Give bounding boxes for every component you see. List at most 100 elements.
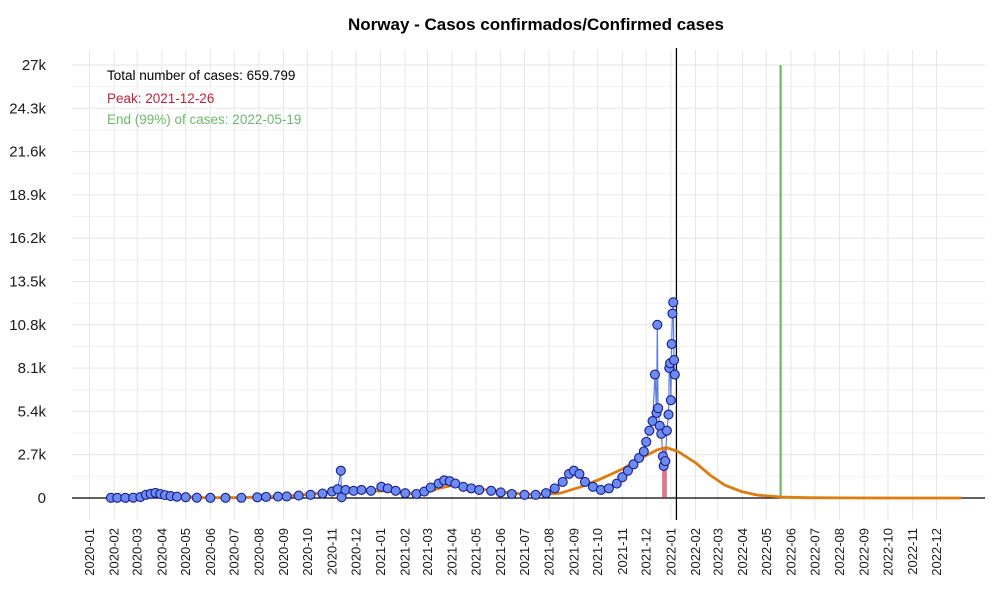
- observed-point: [628, 459, 639, 470]
- observed-point: [660, 456, 671, 467]
- observed-point: [579, 476, 591, 488]
- x-tick-label: 2021-12: [639, 528, 654, 576]
- observed-point: [557, 476, 568, 488]
- x-tick-label: 2022-01: [663, 528, 678, 576]
- observed-point: [540, 488, 552, 499]
- observed-point: [293, 490, 304, 501]
- y-tick-label: 13.5k: [9, 274, 46, 291]
- x-tick-label: 2022-07: [807, 528, 822, 576]
- observed-point: [603, 483, 614, 494]
- observed-point: [665, 395, 676, 406]
- reference-lines: [675, 48, 782, 520]
- x-tick-label: 2022-11: [905, 528, 920, 575]
- observed-point: [305, 489, 316, 500]
- x-tick-label: 2021-09: [566, 528, 581, 576]
- x-tick-label: 2020-09: [276, 528, 291, 576]
- observed-point: [668, 297, 679, 308]
- x-tick-label: 2021-11: [615, 528, 630, 575]
- x-tick-label: 2020-07: [227, 528, 242, 576]
- y-tick-label: 18.9k: [9, 187, 46, 204]
- observed-point: [236, 492, 247, 503]
- total-cases-annotation: Total number of cases: 659.799: [107, 68, 295, 83]
- x-tick-label: 2021-04: [445, 528, 460, 576]
- observed-point: [425, 482, 436, 493]
- observed-point: [661, 425, 672, 436]
- observed-point: [205, 492, 216, 503]
- observed-point: [317, 488, 328, 499]
- observed-point: [653, 403, 664, 414]
- observed-point: [261, 491, 272, 502]
- y-tick-label: 8.1k: [18, 360, 47, 377]
- observed-point: [474, 484, 485, 496]
- observed-point: [365, 485, 377, 496]
- chart-title: Norway - Casos confirmados/Confirmed cas…: [348, 15, 724, 34]
- observed-point: [649, 369, 661, 380]
- x-tick-label: 2020-10: [300, 528, 315, 576]
- x-tick-label: 2021-08: [542, 528, 557, 576]
- observed-point: [180, 492, 191, 503]
- x-tick-label: 2020-05: [178, 528, 193, 576]
- x-tick-label: 2020-08: [251, 528, 266, 576]
- observed-point: [669, 369, 680, 380]
- x-tick-label: 2021-06: [493, 528, 508, 576]
- observed-point: [506, 488, 517, 500]
- x-tick-label: 2022-05: [759, 528, 774, 576]
- observed-point: [549, 483, 560, 494]
- x-tick-label: 2020-02: [107, 528, 122, 576]
- grid: [72, 50, 985, 520]
- y-tick-label: 27k: [22, 57, 47, 74]
- observed-point: [622, 465, 633, 476]
- y-tick-label: 2.7k: [18, 447, 47, 464]
- x-tick-label: 2022-09: [857, 528, 872, 576]
- y-axis: 0 2.7k 5.4k 8.1k 10.8k 13.5k 16.2k 18.9k 21.6k 24…: [9, 57, 46, 507]
- x-tick-label: 2022-02: [688, 528, 703, 576]
- x-tick-label: 2022-08: [832, 528, 847, 576]
- observed-point: [390, 485, 401, 496]
- observed-point: [652, 319, 663, 330]
- observed-point: [666, 338, 677, 350]
- x-tick-label: 2020-04: [154, 528, 169, 576]
- observed-point: [356, 484, 367, 496]
- y-tick-label: 16.2k: [9, 230, 46, 247]
- observed-point: [252, 492, 263, 503]
- observed-point: [220, 492, 231, 503]
- observed-point: [171, 491, 183, 502]
- observed-points: [105, 297, 680, 503]
- observed-point: [486, 485, 497, 496]
- x-tick-label: 2022-12: [929, 528, 944, 576]
- x-tick-label: 2020-11: [325, 528, 340, 575]
- x-tick-label: 2020-03: [130, 528, 145, 576]
- peak-band-group: [662, 447, 667, 498]
- observed-point: [638, 446, 649, 457]
- observed-point: [667, 308, 678, 319]
- y-tick-label: 21.6k: [9, 144, 46, 161]
- x-tick-label: 2020-01: [82, 528, 97, 576]
- observed-point: [617, 472, 628, 483]
- x-tick-label: 2022-06: [783, 528, 798, 576]
- observed-point: [668, 355, 680, 366]
- peak-band: [662, 447, 667, 498]
- observed-point: [495, 487, 506, 498]
- observed-point: [519, 489, 530, 500]
- x-tick-label: 2021-02: [398, 528, 413, 576]
- x-tick-label: 2021-01: [373, 528, 388, 576]
- observed-point: [611, 478, 622, 489]
- observed-point: [335, 465, 346, 476]
- x-tick-label: 2021-05: [469, 528, 484, 576]
- observed-point: [663, 409, 674, 420]
- x-tick-label: 2021-10: [590, 528, 605, 576]
- x-tick-label: 2022-04: [735, 528, 750, 576]
- x-tick-label: 2022-03: [710, 528, 725, 576]
- x-tick-label: 2021-03: [420, 528, 435, 576]
- observed-point: [191, 492, 202, 503]
- observed-point: [641, 436, 652, 447]
- x-tick-label: 2021-07: [517, 528, 532, 576]
- y-tick-label: 5.4k: [18, 403, 47, 420]
- observed-point: [644, 425, 655, 436]
- observed-point: [400, 488, 411, 499]
- x-tick-label: 2022-10: [880, 528, 895, 576]
- x-tick-label: 2020-12: [348, 528, 363, 576]
